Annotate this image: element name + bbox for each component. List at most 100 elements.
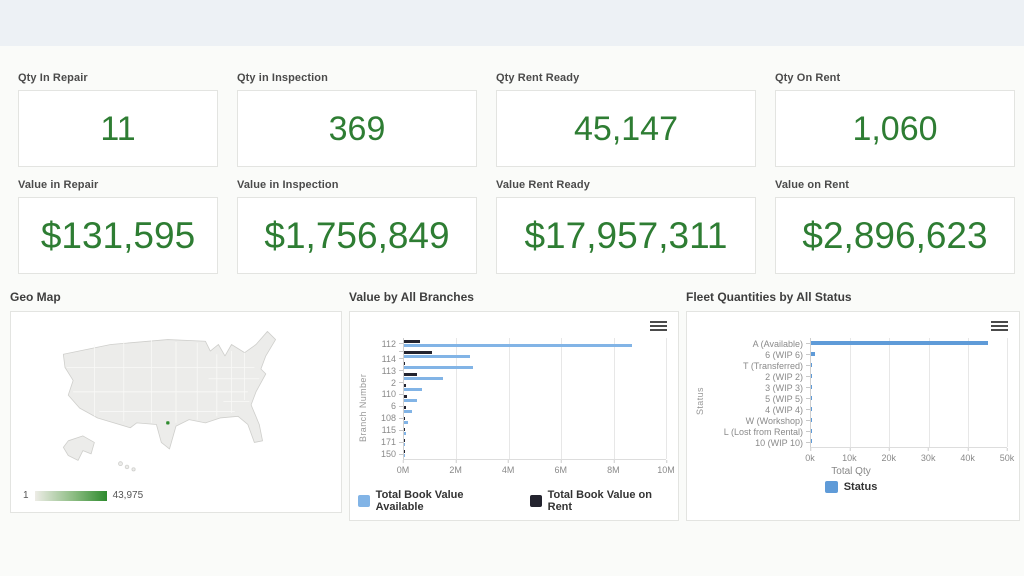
bar-108[interactable]	[404, 417, 405, 420]
gridline	[889, 338, 891, 447]
y-axis-category-label: 115	[371, 425, 403, 435]
high-value-region	[166, 421, 170, 425]
legend-item[interactable]: Total Book Value on Rent	[529, 489, 666, 513]
kpi-card-qty-in-repair: Qty In Repair 11	[18, 72, 218, 167]
y-axis-category-label: 6 (WIP 6)	[708, 350, 810, 360]
bar-115[interactable]	[404, 432, 407, 435]
charts-row: Geo Map	[0, 290, 1024, 521]
bar-114[interactable]	[404, 366, 474, 369]
geo-map-card: Geo Map	[10, 290, 342, 521]
bar-A (Available)[interactable]	[811, 341, 988, 346]
category-row	[811, 428, 1007, 433]
legend-item[interactable]: Status	[824, 481, 878, 493]
chart-legend: Total Book Value Available Total Book Val…	[358, 489, 666, 513]
bar-6[interactable]	[404, 410, 412, 413]
bar-110[interactable]	[404, 395, 408, 398]
x-axis: 0k 10k 20k 30k 40k 50k	[805, 448, 1014, 465]
kpi-label: Value Rent Ready	[496, 179, 590, 191]
bar-W (Workshop)[interactable]	[811, 417, 812, 422]
category-row	[404, 395, 666, 403]
gridline	[1007, 338, 1008, 447]
kpi-label: Value in Repair	[18, 179, 99, 191]
x-axis-tick-label: 0k	[805, 448, 815, 463]
y-axis-category-label: 10 (WIP 10)	[708, 438, 810, 448]
x-axis-tick-label: 8M	[607, 460, 620, 475]
y-axis-category-label: W (Workshop)	[708, 416, 810, 426]
dashboard-page: Qty In Repair 11 Qty in Inspection 369 Q…	[0, 46, 1024, 521]
y-axis-labels: 112 114 113 2 110 6 108 115 171 150	[371, 338, 403, 460]
bar-2[interactable]	[404, 384, 407, 387]
kpi-label: Qty On Rent	[775, 72, 841, 84]
y-axis-title: Branch Number	[358, 373, 368, 442]
category-row	[404, 428, 666, 436]
y-axis-category-label: 113	[371, 366, 403, 376]
bar-unlabeled[interactable]	[404, 351, 432, 354]
legend-label: Status	[843, 481, 878, 493]
bar-150[interactable]	[404, 450, 405, 453]
y-axis-category-label: 5 (WIP 5)	[708, 394, 810, 404]
y-axis-category-label: 2 (WIP 2)	[708, 372, 810, 382]
bar-unlabeled[interactable]	[404, 355, 471, 358]
bar-171[interactable]	[404, 439, 405, 442]
value-by-branches-card: Value by All Branches Branch Number 112 1…	[349, 290, 679, 521]
kpi-value: 1,060	[852, 109, 938, 148]
x-axis-tick-label: 4M	[501, 460, 515, 475]
plot-area	[810, 338, 1008, 448]
gridline	[456, 338, 458, 459]
bar-5 (WIP 5)[interactable]	[811, 395, 812, 400]
y-axis-category-label: A (Available)	[708, 339, 810, 349]
bar-4 (WIP 4)[interactable]	[811, 406, 812, 411]
bar-115[interactable]	[404, 428, 405, 431]
bar-150[interactable]	[404, 454, 405, 457]
hawaii-region	[118, 461, 123, 467]
bar-108[interactable]	[404, 421, 408, 424]
bar-112[interactable]	[404, 340, 420, 343]
category-row	[811, 352, 1007, 357]
gridline	[666, 338, 667, 459]
usa-map[interactable]	[19, 320, 333, 480]
bar-112[interactable]	[404, 344, 632, 347]
usa-mainland-region	[62, 331, 276, 450]
bar-113[interactable]	[404, 377, 443, 380]
bar-110[interactable]	[404, 399, 417, 402]
hawaii-region	[131, 467, 136, 472]
legend-item[interactable]: Total Book Value Available	[358, 489, 500, 513]
kpi-value-box: 369	[237, 90, 477, 167]
kpi-row-quantities: Qty In Repair 11 Qty in Inspection 369 Q…	[0, 72, 1024, 167]
category-row	[811, 385, 1007, 390]
region-borders	[66, 340, 260, 423]
bar-6 (WIP 6)[interactable]	[811, 352, 815, 357]
bar-10 (WIP 10)[interactable]	[811, 439, 812, 444]
kpi-label: Qty Rent Ready	[496, 72, 580, 84]
category-row	[404, 417, 666, 425]
kpi-value: 45,147	[574, 109, 678, 148]
plot-area	[403, 338, 667, 460]
bar-114[interactable]	[404, 362, 406, 365]
y-axis-category-label: L (Lost from Rental)	[708, 427, 810, 437]
bar-6[interactable]	[404, 406, 407, 409]
alaska-region	[62, 435, 95, 461]
kpi-value-box: $17,957,311	[496, 197, 756, 274]
kpi-value-box: $1,756,849	[237, 197, 477, 274]
kpi-value-box: 1,060	[775, 90, 1015, 167]
bar-T (Transferred)[interactable]	[811, 363, 812, 368]
y-axis-category-label: T (Transferred)	[708, 361, 810, 371]
category-row	[811, 417, 1007, 422]
kpi-card-qty-rent-ready: Qty Rent Ready 45,147	[496, 72, 756, 167]
category-row	[404, 340, 666, 348]
bar-171[interactable]	[404, 443, 406, 446]
chart-menu-icon[interactable]	[650, 321, 667, 333]
bar-113[interactable]	[404, 373, 418, 376]
bar-2[interactable]	[404, 388, 422, 391]
bar-2 (WIP 2)[interactable]	[811, 374, 812, 379]
x-axis-tick-label: 10M	[657, 460, 675, 475]
x-axis-tick-label: 0M	[396, 460, 410, 475]
kpi-value: 369	[328, 109, 386, 148]
category-row	[404, 406, 666, 414]
x-axis-tick-label: 6M	[554, 460, 568, 475]
kpi-card-value-on-rent: Value on Rent $2,896,623	[775, 179, 1015, 274]
bar-3 (WIP 3)[interactable]	[811, 385, 812, 389]
branches-bar-chart: Branch Number 112 114 113 2 110 6 108 115 171 150…	[349, 311, 679, 521]
chart-menu-icon[interactable]	[991, 321, 1008, 333]
bar-L (Lost from Rental)[interactable]	[811, 428, 812, 433]
